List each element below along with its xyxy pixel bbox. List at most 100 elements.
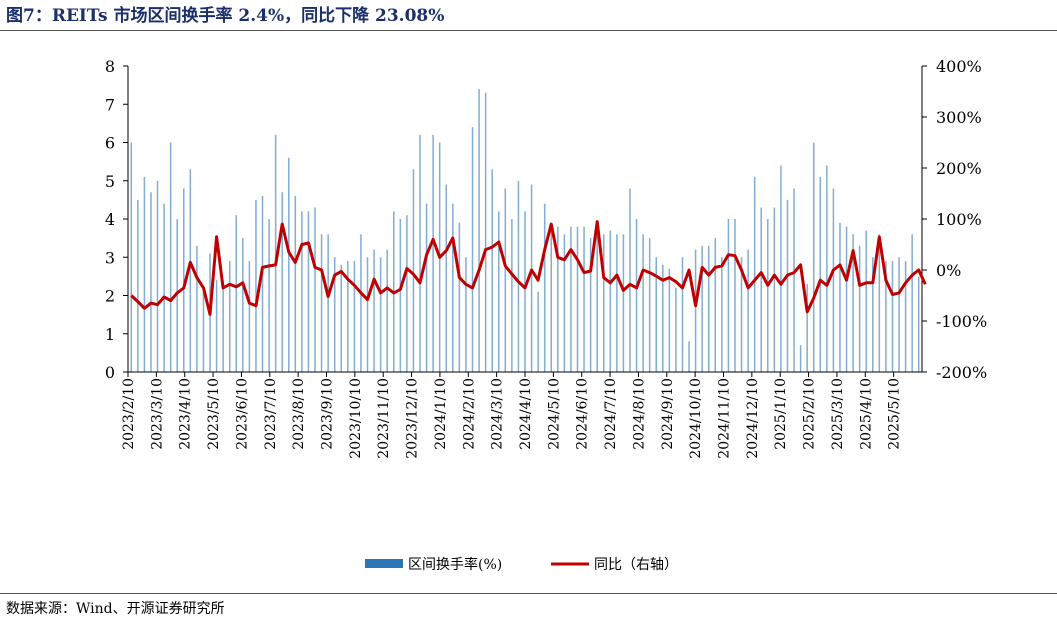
- turnover-bar: [734, 219, 736, 372]
- x-tick-label: 2024/12/10: [745, 378, 761, 459]
- right-tick-label: 100%: [936, 210, 982, 229]
- turnover-bar: [799, 345, 802, 372]
- turnover-bar: [543, 203, 546, 372]
- left-tick-label: 5: [105, 172, 115, 191]
- chart-title: 图7：REITs 市场区间换手率 2.4%，同比下降 23.08%: [6, 6, 445, 26]
- turnover-bar: [320, 234, 323, 372]
- turnover-bar: [917, 276, 920, 372]
- legend-bar-label: 区间换手率(%): [408, 556, 502, 573]
- turnover-bar: [274, 134, 277, 372]
- turnover-bar: [773, 207, 776, 372]
- turnover-bar: [301, 211, 303, 372]
- turnover-bar: [268, 219, 270, 372]
- x-tick-label: 2023/5/10: [206, 378, 222, 450]
- turnover-bar: [747, 249, 749, 372]
- turnover-bar: [662, 264, 664, 372]
- turnover-bar: [557, 226, 559, 372]
- turnover-bar: [609, 230, 612, 372]
- turnover-bar: [150, 192, 152, 372]
- turnover-bar: [668, 268, 671, 372]
- turnover-bar: [465, 257, 467, 372]
- turnover-bar: [314, 207, 316, 372]
- turnover-bar: [845, 226, 848, 372]
- turnover-bar: [386, 249, 388, 372]
- right-tick-label: 200%: [936, 159, 982, 178]
- turnover-bar: [602, 234, 605, 372]
- turnover-bar: [452, 203, 454, 372]
- turnover-bar: [767, 219, 769, 372]
- x-tick-label: 2024/4/10: [518, 378, 534, 450]
- turnover-bar: [885, 261, 887, 372]
- turnover-bar: [616, 234, 618, 372]
- turnover-bar: [169, 142, 172, 372]
- turnover-bar: [504, 188, 507, 372]
- x-tick-label: 2023/11/10: [376, 378, 392, 459]
- turnover-bar: [675, 287, 677, 372]
- turnover-bar: [137, 199, 139, 372]
- turnover-bar: [858, 245, 861, 372]
- x-tick-label: 2024/2/10: [461, 378, 477, 450]
- left-tick-label: 2: [105, 287, 115, 306]
- left-axis-ticks: 0 1 2 3 4 5 6 7 8: [105, 57, 128, 382]
- turnover-bar: [333, 257, 336, 372]
- turnover-bar: [366, 257, 369, 372]
- turnover-bar: [130, 142, 133, 372]
- turnover-bar: [202, 291, 205, 372]
- x-tick-label: 2025/1/10: [773, 378, 789, 450]
- top-divider: [0, 30, 1057, 31]
- turnover-bar: [760, 207, 762, 372]
- x-tick-label: 2024/10/10: [688, 378, 704, 459]
- turnover-bar: [281, 192, 283, 372]
- turnover-bar: [694, 249, 697, 372]
- turnover-bar: [406, 215, 408, 372]
- turnover-chart: 0 1 2 3 4 5 6 7 8 -200% -100% 0% 100% 200% 300% 400% 2…: [105, 57, 987, 573]
- x-tick-label: 2024/1/10: [433, 378, 449, 450]
- turnover-bar: [511, 219, 513, 372]
- turnover-bar: [688, 341, 690, 372]
- x-tick-label: 2023/9/10: [320, 378, 336, 450]
- turnover-bar: [373, 249, 375, 372]
- turnover-bar: [156, 180, 159, 372]
- turnover-bars: [130, 88, 920, 373]
- x-tick-label: 2024/8/10: [631, 378, 647, 450]
- turnover-bar: [360, 234, 362, 372]
- turnover-bar: [563, 234, 566, 372]
- turnover-bar: [176, 219, 178, 372]
- turnover-bar: [872, 257, 874, 372]
- x-tick-label: 2023/6/10: [234, 378, 250, 450]
- turnover-bar: [753, 176, 756, 372]
- x-tick-label: 2023/10/10: [348, 378, 364, 459]
- turnover-bar: [471, 127, 474, 372]
- x-tick-label: 2024/6/10: [575, 378, 591, 450]
- turnover-bar: [635, 219, 638, 372]
- turnover-bar: [183, 188, 185, 372]
- turnover-bar: [852, 234, 854, 372]
- turnover-bar: [530, 184, 533, 372]
- turnover-bar: [255, 199, 257, 372]
- turnover-bar: [491, 169, 493, 372]
- x-axis-ticks: 2023/2/10 2023/3/10 2023/4/10 2023/5/10 2023…: [121, 372, 903, 459]
- turnover-bar: [655, 257, 657, 372]
- x-tick-label: 2023/12/10: [405, 378, 421, 459]
- turnover-bar: [714, 238, 717, 372]
- turnover-bar: [399, 219, 402, 372]
- turnover-bar: [550, 226, 552, 372]
- turnover-bar: [806, 284, 808, 372]
- x-tick-label: 2023/3/10: [149, 378, 165, 450]
- turnover-bar: [589, 238, 592, 372]
- turnover-bar: [911, 234, 913, 372]
- turnover-bar: [235, 215, 238, 372]
- turnover-bar: [793, 188, 795, 372]
- x-tick-label: 2023/4/10: [178, 378, 194, 450]
- x-tick-label: 2024/9/10: [660, 378, 676, 450]
- turnover-bar: [648, 238, 651, 372]
- turnover-bar: [780, 165, 782, 372]
- turnover-bar: [681, 257, 684, 372]
- x-tick-label: 2025/5/10: [887, 378, 903, 450]
- turnover-bar: [524, 211, 526, 372]
- turnover-bar: [288, 157, 290, 372]
- turnover-bar: [891, 261, 894, 372]
- turnover-bar: [517, 180, 520, 372]
- turnover-bar: [412, 169, 415, 372]
- turnover-bar: [570, 226, 572, 372]
